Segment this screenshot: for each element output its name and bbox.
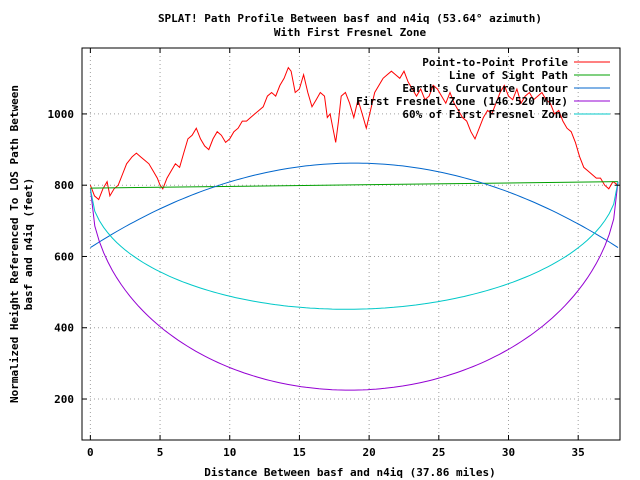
y-axis-label-line2: basf and n4iq (feet): [22, 178, 35, 310]
fresnel-zone-line: [89, 181, 619, 391]
legend-item-fresnel-60: 60% of First Fresnel Zone: [402, 108, 610, 121]
chart-subtitle: With First Fresnel Zone: [274, 26, 427, 39]
los-line: [90, 181, 619, 189]
x-tick-label: 5: [157, 446, 164, 459]
x-tick-label: 25: [432, 446, 445, 459]
y-tick-label: 600: [54, 250, 74, 263]
x-tick-label: 15: [293, 446, 306, 459]
y-axis-label-line1: Normalized Height Referenced To LOS Path…: [8, 85, 21, 403]
y-tick-label: 200: [54, 393, 74, 406]
chart-title: SPLAT! Path Profile Between basf and n4i…: [158, 12, 542, 25]
x-tick-label: 30: [502, 446, 515, 459]
grid-lines: [82, 48, 620, 440]
axis-ticks: 0 5 10 15 20 25 30 35 200 400 600 800 1000: [48, 48, 620, 459]
y-tick-label: 1000: [48, 108, 75, 121]
legend-item-earth-curvature: Earth's Curvature Contour: [402, 82, 610, 95]
x-tick-label: 10: [223, 446, 236, 459]
y-tick-label: 800: [54, 179, 74, 192]
x-axis-label: Distance Between basf and n4iq (37.86 mi…: [204, 466, 495, 479]
legend-item-fresnel: First Fresnel Zone (146.520 MHz): [356, 95, 610, 108]
legend-label: Earth's Curvature Contour: [402, 82, 568, 95]
x-tick-label: 0: [87, 446, 94, 459]
legend-label: Line of Sight Path: [449, 69, 568, 82]
legend-label: 60% of First Fresnel Zone: [402, 108, 568, 121]
legend-item-los: Line of Sight Path: [449, 69, 610, 82]
earth-curvature-line: [90, 162, 619, 249]
fresnel-60-line: [89, 181, 619, 310]
legend-label: First Fresnel Zone (146.520 MHz): [356, 95, 568, 108]
series-layer: [89, 66, 619, 391]
plot-border: [81, 47, 621, 441]
legend-label: Point-to-Point Profile: [422, 56, 568, 69]
y-tick-label: 400: [54, 322, 74, 335]
x-tick-label: 35: [572, 446, 585, 459]
profile-line: [89, 66, 619, 201]
x-tick-label: 20: [362, 446, 375, 459]
legend-item-profile: Point-to-Point Profile: [422, 56, 610, 69]
